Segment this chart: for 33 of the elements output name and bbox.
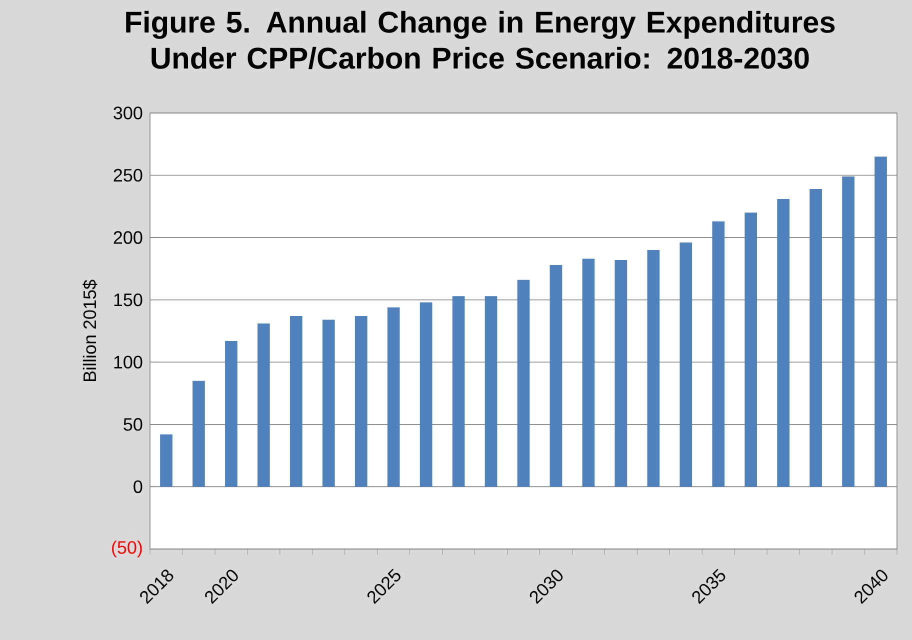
chart-title: Figure 5. Annual Change in Energy Expenditures Under CPP/Carbon Price Scenario: 2018-2030 bbox=[126, 10, 835, 70]
y-tick-label: 300 bbox=[114, 106, 142, 120]
bar bbox=[582, 258, 595, 487]
bar bbox=[452, 296, 465, 487]
bar bbox=[290, 316, 302, 487]
bar bbox=[225, 340, 238, 487]
bar bbox=[387, 307, 400, 487]
bar bbox=[842, 176, 854, 487]
bar bbox=[484, 296, 498, 487]
bar bbox=[420, 302, 432, 487]
bar bbox=[258, 324, 270, 487]
y-tick-label: 100 bbox=[114, 356, 142, 369]
bar bbox=[550, 264, 562, 487]
y-tick-label: (50) bbox=[112, 540, 142, 558]
y-tick-label: 250 bbox=[114, 168, 142, 182]
y-axis-title: Billion 2015$ bbox=[82, 280, 98, 382]
y-tick-label: 200 bbox=[114, 231, 142, 244]
y-tick-label: 150 bbox=[114, 293, 142, 306]
bar bbox=[517, 280, 530, 487]
bar bbox=[874, 156, 887, 487]
y-tick-label: 50 bbox=[124, 418, 142, 431]
bar bbox=[777, 198, 790, 487]
bar bbox=[322, 320, 335, 487]
bar bbox=[647, 250, 660, 487]
bar bbox=[192, 380, 205, 487]
bar bbox=[354, 316, 368, 487]
y-tick-label: 0 bbox=[134, 480, 142, 494]
bar bbox=[810, 188, 822, 487]
bar bbox=[160, 434, 172, 487]
bar bbox=[712, 221, 725, 487]
bar bbox=[744, 212, 758, 487]
bar bbox=[614, 260, 628, 487]
bar bbox=[680, 242, 692, 487]
